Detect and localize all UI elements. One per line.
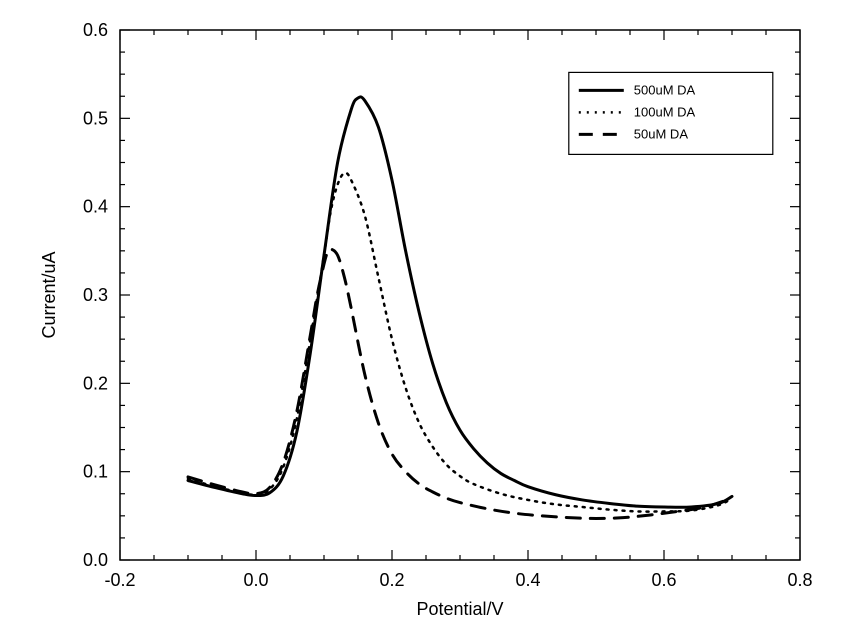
- x-tick-label: 0.2: [379, 570, 404, 590]
- legend-label-0: 500uM DA: [634, 82, 696, 97]
- y-tick-label: 0.1: [83, 462, 108, 482]
- x-axis-label: Potential/V: [416, 599, 503, 619]
- x-tick-label: 0.4: [515, 570, 540, 590]
- y-tick-label: 0.6: [83, 20, 108, 40]
- y-tick-label: 0.4: [83, 197, 108, 217]
- legend-label-1: 100uM DA: [634, 104, 696, 119]
- voltammogram-chart: -0.20.00.20.40.60.80.00.10.20.30.40.50.6…: [0, 0, 844, 641]
- x-tick-label: 0.6: [651, 570, 676, 590]
- x-tick-label: 0.8: [787, 570, 812, 590]
- legend-label-2: 50uM DA: [634, 126, 689, 141]
- y-tick-label: 0.3: [83, 285, 108, 305]
- y-tick-label: 0.5: [83, 108, 108, 128]
- y-tick-label: 0.2: [83, 373, 108, 393]
- x-tick-label: 0.0: [243, 570, 268, 590]
- x-tick-label: -0.2: [104, 570, 135, 590]
- y-axis-label: Current/uA: [39, 251, 59, 338]
- y-tick-label: 0.0: [83, 550, 108, 570]
- chart-container: -0.20.00.20.40.60.80.00.10.20.30.40.50.6…: [0, 0, 844, 641]
